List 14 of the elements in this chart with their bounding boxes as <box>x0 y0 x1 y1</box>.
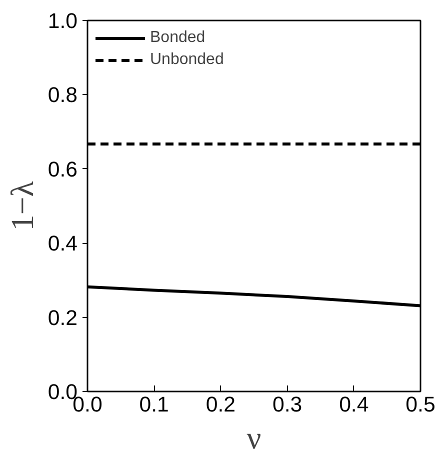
y-tick-label: 0.2 <box>48 306 78 330</box>
x-tick-label: 0.1 <box>139 392 169 416</box>
x-tick-label: 0.3 <box>272 392 302 416</box>
legend-label: Bonded <box>150 29 206 47</box>
y-tick-label: 0.8 <box>48 83 78 108</box>
x-tick-label: 0.5 <box>406 392 436 416</box>
x-tick-label: 0.2 <box>206 392 236 416</box>
x-axis-title: ν <box>246 420 262 456</box>
y-tick-label: 0.4 <box>48 232 78 256</box>
x-tick-label: 0.4 <box>339 392 369 416</box>
legend-label: Unbonded <box>150 51 224 69</box>
y-tick-label: 0.6 <box>48 157 78 182</box>
y-tick-label: 1.0 <box>48 9 78 33</box>
y-axis-title: 1−λ <box>4 180 40 231</box>
